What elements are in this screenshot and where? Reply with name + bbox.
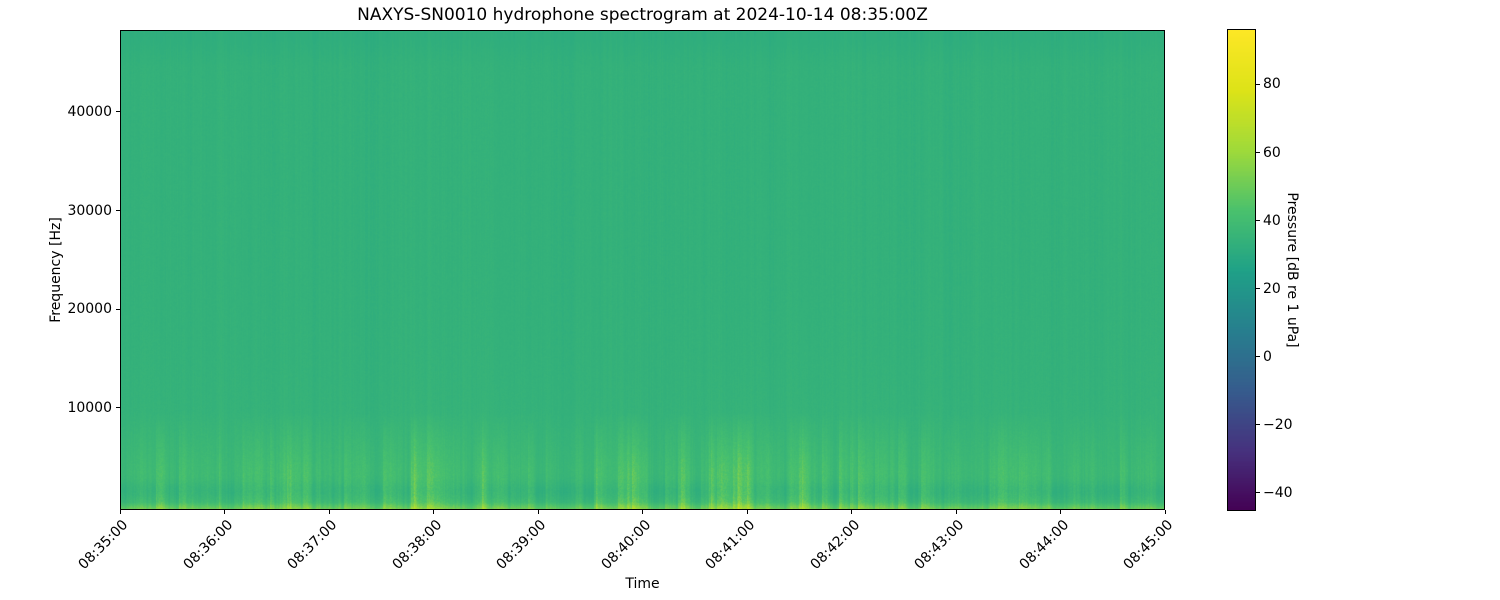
x-tick-mark — [1164, 510, 1166, 514]
colorbar-tick-label: −40 — [1263, 484, 1293, 501]
colorbar-tick-label: 40 — [1263, 212, 1281, 229]
y-tick-label: 20000 — [67, 301, 112, 318]
x-axis-label: Time — [625, 576, 660, 592]
colorbar-tick-label: 0 — [1263, 348, 1272, 365]
x-tick-mark — [224, 510, 225, 514]
colorbar-tick-mark — [1256, 83, 1260, 85]
y-tick-mark — [116, 210, 120, 212]
colorbar-tick-label: −20 — [1263, 416, 1293, 433]
x-tick-mark — [1060, 510, 1061, 514]
spectrogram-canvas — [120, 30, 1165, 510]
y-tick-label: 10000 — [67, 399, 112, 416]
y-tick-mark — [116, 407, 120, 409]
colorbar-label: Pressure [dB re 1 uPa] — [1284, 192, 1300, 348]
colorbar-tick-label: 80 — [1263, 76, 1281, 93]
colorbar-tick-mark — [1256, 492, 1260, 494]
y-tick-label: 40000 — [67, 103, 112, 120]
y-tick-mark — [116, 111, 120, 113]
x-tick-mark — [119, 510, 121, 514]
x-tick-label: 08:35:00 — [75, 517, 132, 573]
colorbar-tick-label: 20 — [1263, 280, 1281, 297]
x-tick-mark — [433, 510, 434, 514]
colorbar-tick-mark — [1256, 424, 1260, 426]
x-tick-mark — [851, 510, 852, 514]
x-tick-mark — [642, 510, 643, 514]
x-tick-mark — [537, 510, 539, 514]
colorbar-tick-label: 60 — [1263, 144, 1281, 161]
x-tick-mark — [746, 510, 748, 514]
y-tick-mark — [116, 308, 120, 310]
x-tick-mark — [328, 510, 330, 514]
colorbar-tick-mark — [1256, 220, 1260, 222]
colorbar-gradient — [1228, 30, 1255, 510]
x-tick-mark — [955, 510, 957, 514]
chart-title: NAXYS-SN0010 hydrophone spectrogram at 2… — [357, 5, 928, 25]
colorbar-tick-mark — [1256, 356, 1260, 358]
y-tick-label: 30000 — [67, 202, 112, 219]
colorbar-tick-mark — [1256, 288, 1260, 290]
colorbar-tick-mark — [1256, 152, 1260, 154]
